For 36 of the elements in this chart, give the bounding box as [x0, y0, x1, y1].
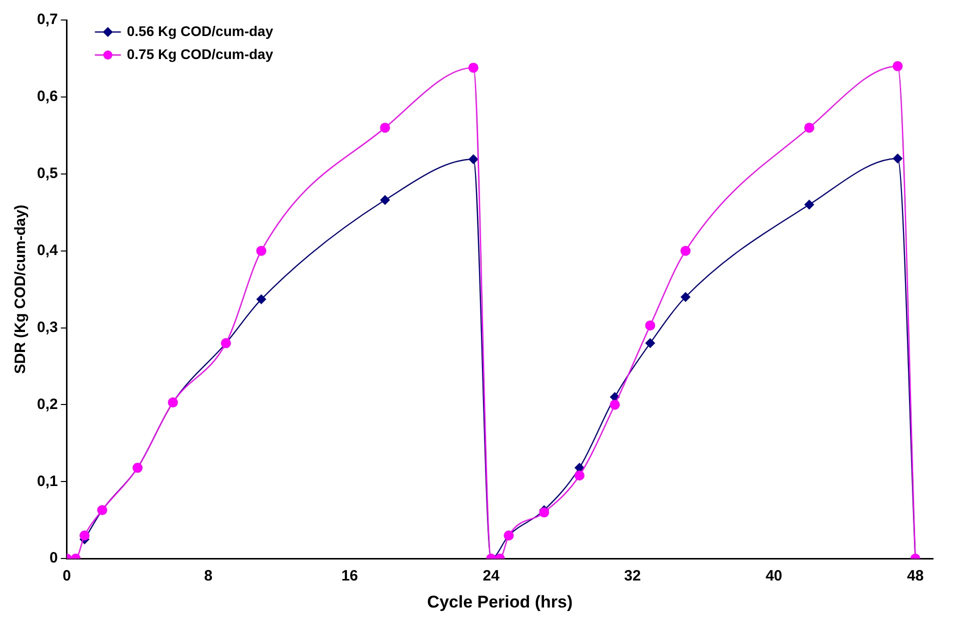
y-axis-title: SDR (Kg COD/cum-day) — [12, 204, 30, 374]
x-tick-label: 16 — [341, 568, 358, 585]
x-tick-label: 24 — [482, 568, 500, 585]
y-tick-label: 0,3 — [36, 318, 58, 336]
y-tick-label: 0,1 — [36, 472, 58, 490]
y-tick-label: 0 — [50, 550, 58, 567]
x-tick-label: 8 — [204, 568, 212, 585]
point — [804, 200, 814, 210]
point — [645, 320, 656, 330]
point — [80, 530, 90, 541]
point — [380, 122, 390, 133]
point — [256, 294, 266, 304]
x-tick-label: 40 — [766, 568, 782, 585]
y-tick-label: 0,2 — [36, 396, 58, 413]
point — [892, 153, 903, 164]
legend-label: 0.56 Kg COD/cum-day — [126, 22, 274, 39]
x-axis-title: Cycle Period (hrs) — [427, 592, 573, 612]
point — [610, 400, 620, 410]
x-tick-label: 0 — [62, 568, 72, 585]
point — [574, 470, 584, 480]
legend-label: 0.75 Kg COD/cum-day — [126, 46, 274, 62]
point — [468, 154, 478, 164]
y-tick-label: 0,6 — [36, 88, 58, 106]
point — [804, 122, 814, 133]
x-tick-label: 32 — [624, 568, 641, 585]
point — [468, 62, 478, 73]
y-tick-label: 0,5 — [36, 165, 58, 182]
point — [892, 61, 903, 72]
point — [380, 195, 390, 206]
point — [680, 292, 691, 302]
point — [256, 246, 266, 256]
y-tick-label: 0,7 — [36, 11, 58, 28]
point — [680, 246, 691, 256]
x-tick-label: 48 — [906, 568, 924, 585]
y-tick-label: 0,4 — [36, 242, 58, 259]
point — [645, 338, 656, 348]
